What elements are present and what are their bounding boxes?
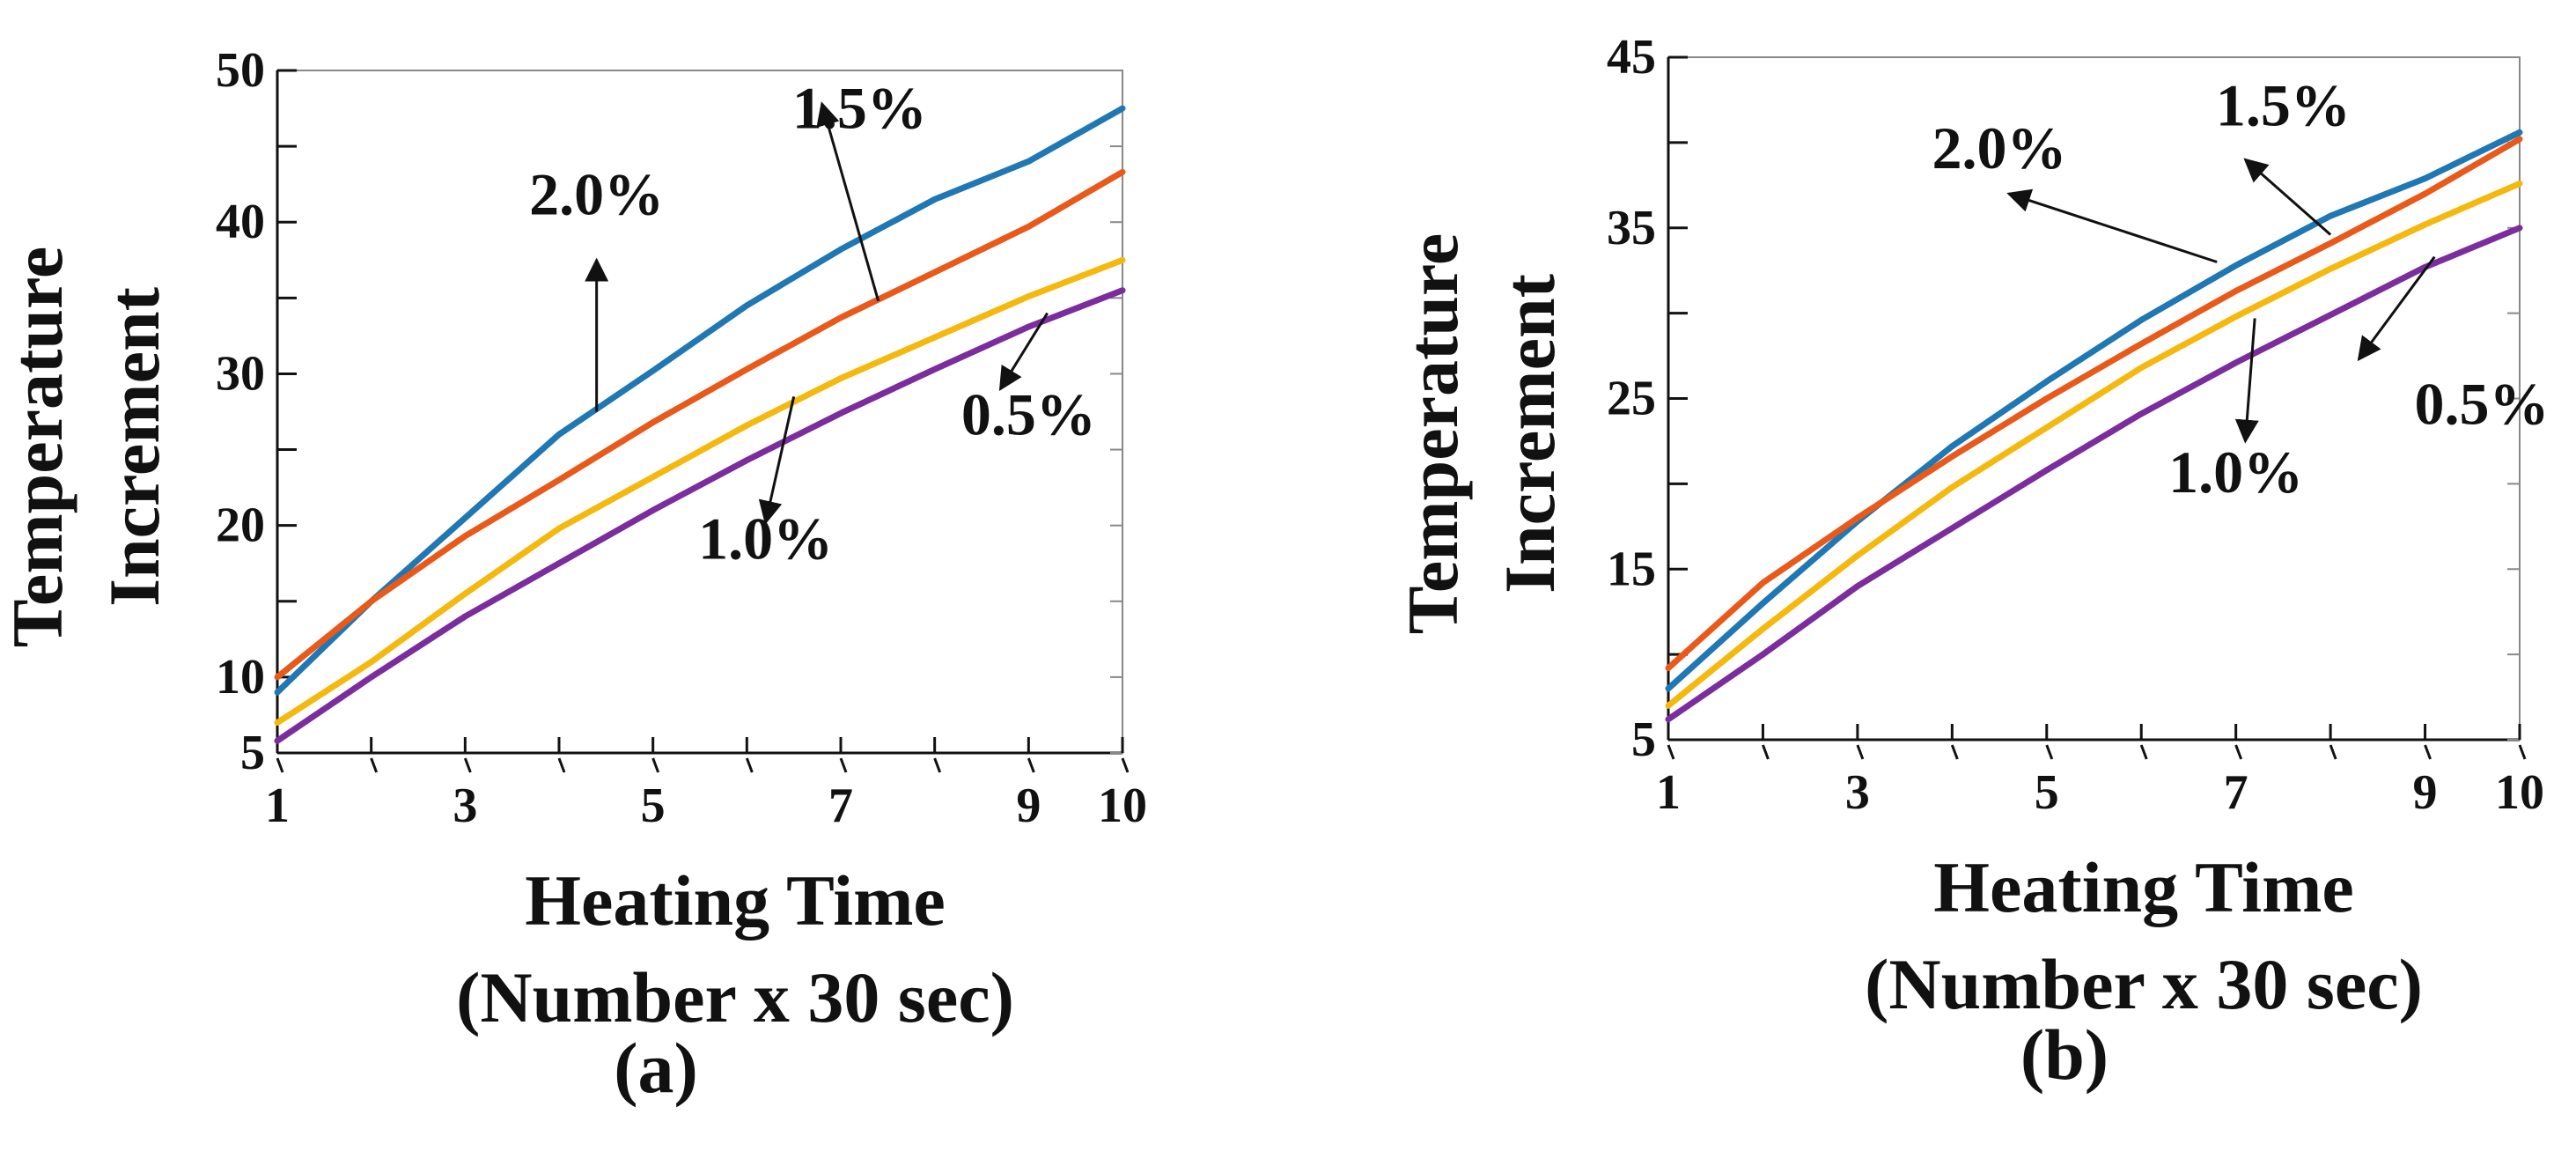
x-tick-label: 1 [265, 778, 290, 833]
callout-arrow [2357, 255, 2436, 362]
x-tick-label: 7 [828, 778, 853, 833]
panel-label: (b) [2020, 1015, 2109, 1095]
series-callout-label: 2.0% [529, 161, 664, 228]
x-tick-label: 10 [2495, 765, 2544, 820]
x-tick-stub [2139, 744, 2148, 760]
x-tick-label: 9 [2413, 765, 2438, 820]
y-tick-label: 5 [1631, 712, 1656, 767]
x-tick-label: 9 [1016, 778, 1041, 833]
x-tick-stub [933, 757, 942, 773]
x-tick-stub [651, 757, 660, 773]
x-tick-label: 10 [1098, 778, 1147, 833]
x-tick-stub [463, 757, 472, 773]
x-tick-label: 7 [2224, 765, 2248, 820]
series-line [1665, 129, 2523, 692]
x-tick-stub [1950, 744, 1959, 760]
x-tick-stub [745, 757, 754, 773]
y-tick-label: 30 [216, 346, 265, 401]
y-tick-label: 5 [240, 726, 265, 780]
callout-arrow [816, 101, 880, 302]
callout-arrow [998, 312, 1049, 391]
y-tick-label: 35 [1607, 201, 1656, 255]
callout-arrow [2006, 188, 2218, 263]
x-tick-label: 3 [453, 778, 477, 833]
x-tick-stub [1667, 744, 1675, 760]
y-tick-label: 10 [216, 650, 265, 705]
series-line [274, 256, 1126, 727]
x-tick-label: 1 [1656, 765, 1681, 820]
callout-arrow [2243, 158, 2332, 236]
x-tick-stub [1762, 744, 1770, 760]
x-tick-stub [557, 757, 566, 773]
panel-label: (a) [614, 1028, 698, 1108]
series-line [274, 105, 1126, 696]
x-tick-label: 3 [1845, 765, 1870, 820]
callout-arrow [2234, 318, 2259, 444]
y-tick-label: 40 [216, 195, 265, 249]
series-callout-label: 1.5% [2216, 72, 2351, 139]
series-callout-label: 1.5% [792, 74, 927, 141]
series-line [274, 168, 1126, 681]
series-callout-label: 1.0% [698, 505, 833, 572]
chart-panel-a: 5 10 20 30 40 50 1 3 5 7 9 10 1.5% 2.0% 1.0% 0.5% Temper… [0, 43, 1147, 1108]
y-tick-label: 25 [1607, 372, 1656, 426]
x-axis-title: Heating Time [525, 860, 946, 941]
x-tick-label: 5 [2035, 765, 2059, 820]
callout-arrow [758, 395, 796, 525]
y-tick-label: 50 [216, 43, 265, 98]
y-tick-label: 45 [1607, 30, 1656, 85]
x-tick-stub [276, 757, 284, 773]
series-callout-label: 0.5% [961, 380, 1096, 447]
x-tick-label: 5 [641, 778, 666, 833]
x-tick-stub [2045, 744, 2054, 760]
y-axis-title: Temperature [0, 247, 77, 647]
series-callout-label: 1.0% [2168, 439, 2303, 505]
y-axis-title: Increment [1490, 274, 1570, 594]
y-tick-label: 20 [216, 498, 265, 553]
y-axis-title: Increment [94, 287, 174, 607]
x-tick-stub [2518, 744, 2527, 760]
y-axis-title: Temperature [1393, 233, 1473, 634]
x-tick-stub [2424, 744, 2432, 760]
series-line [1665, 225, 2523, 723]
series-line [1665, 136, 2523, 672]
series-callout-label: 2.0% [1932, 114, 2067, 181]
y-tick-label: 15 [1607, 542, 1656, 596]
series-line [1665, 180, 2523, 709]
series-callout-label: 0.5% [2415, 371, 2550, 438]
x-tick-stub [1856, 744, 1865, 760]
x-axis-title: Heating Time [1933, 847, 2354, 927]
x-tick-stub [839, 757, 848, 773]
x-tick-stub [370, 757, 379, 773]
x-axis-title: (Number x 30 sec) [456, 957, 1014, 1037]
x-tick-stub [2234, 744, 2243, 760]
x-axis-title: (Number x 30 sec) [1865, 944, 2423, 1024]
x-tick-stub [1121, 757, 1130, 773]
x-tick-stub [2329, 744, 2337, 760]
x-tick-stub [1027, 757, 1035, 773]
series-line [274, 287, 1126, 744]
